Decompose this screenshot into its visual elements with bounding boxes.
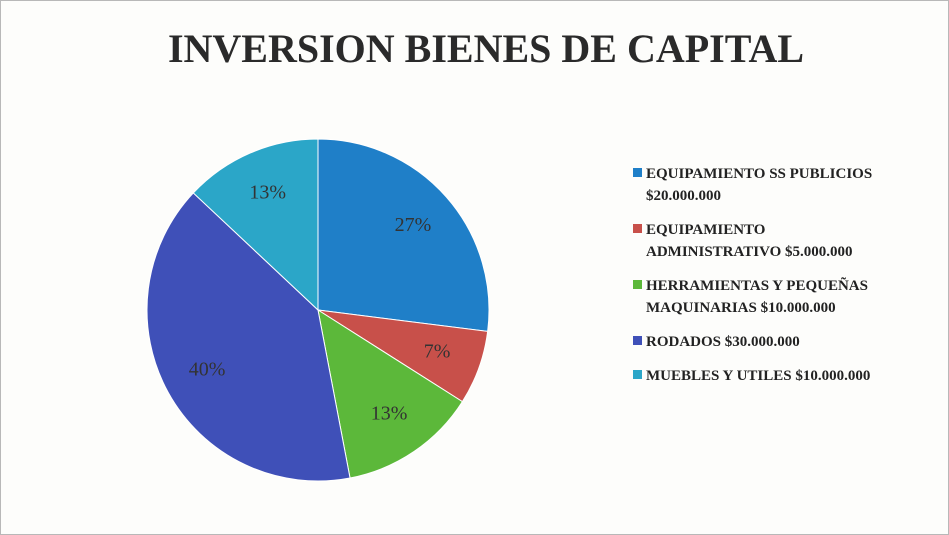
legend-swatch (633, 224, 642, 233)
legend-item: RODADOS $30.000.000 (633, 331, 943, 353)
legend-swatch (633, 336, 642, 345)
data-label: 13% (371, 402, 408, 424)
pie-slice (317, 308, 464, 479)
pie-slice (146, 192, 351, 482)
pie-slice (317, 138, 490, 332)
legend-swatch (633, 168, 642, 177)
pie-slice (192, 138, 319, 312)
legend-swatch (633, 370, 642, 379)
legend-label: MUEBLES Y UTILES $10.000.000 (646, 368, 871, 384)
legend-label: EQUIPAMIENTO SS PUBLICIOS $20.000.000 (646, 166, 873, 204)
legend-item: HERRAMIENTAS Y PEQUEÑAS MAQUINARIAS $10.… (633, 275, 943, 319)
legend-swatch (633, 280, 642, 289)
data-label: 27% (395, 214, 432, 236)
data-label: 7% (424, 340, 451, 362)
legend-label: EQUIPAMIENTO ADMINISTRATIVO $5.000.000 (646, 222, 853, 260)
legend-item: EQUIPAMIENTO ADMINISTRATIVO $5.000.000 (633, 219, 943, 263)
legend-item: EQUIPAMIENTO SS PUBLICIOS $20.000.000 (633, 163, 943, 207)
data-label: 13% (249, 181, 286, 203)
legend-item: MUEBLES Y UTILES $10.000.000 (633, 365, 943, 387)
legend-label: RODADOS $30.000.000 (646, 334, 800, 350)
legend: EQUIPAMIENTO SS PUBLICIOS $20.000.000 EQU… (633, 163, 943, 399)
chart-title: INVERSION BIENES DE CAPITAL (168, 26, 804, 71)
data-label: 40% (189, 359, 226, 381)
legend-label: HERRAMIENTAS Y PEQUEÑAS MAQUINARIAS $10.… (646, 278, 868, 316)
